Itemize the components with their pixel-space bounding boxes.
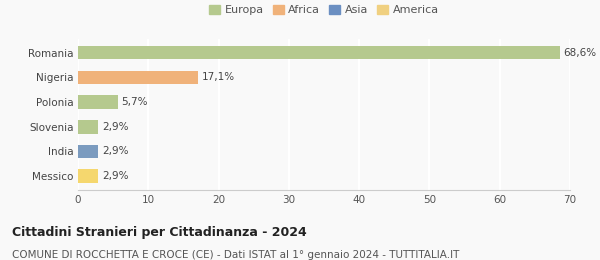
Bar xyxy=(78,120,98,134)
Text: 5,7%: 5,7% xyxy=(122,97,148,107)
Text: 68,6%: 68,6% xyxy=(563,48,597,58)
Text: 2,9%: 2,9% xyxy=(102,171,128,181)
Bar xyxy=(78,95,118,109)
Text: Cittadini Stranieri per Cittadinanza - 2024: Cittadini Stranieri per Cittadinanza - 2… xyxy=(12,226,307,239)
Text: 2,9%: 2,9% xyxy=(102,146,128,157)
Text: 17,1%: 17,1% xyxy=(202,72,235,82)
Bar xyxy=(78,145,98,158)
Bar xyxy=(78,46,560,60)
Bar xyxy=(78,70,198,84)
Legend: Europa, Africa, Asia, America: Europa, Africa, Asia, America xyxy=(207,2,441,18)
Text: 2,9%: 2,9% xyxy=(102,122,128,132)
Bar xyxy=(78,169,98,183)
Text: COMUNE DI ROCCHETTA E CROCE (CE) - Dati ISTAT al 1° gennaio 2024 - TUTTITALIA.IT: COMUNE DI ROCCHETTA E CROCE (CE) - Dati … xyxy=(12,250,460,259)
